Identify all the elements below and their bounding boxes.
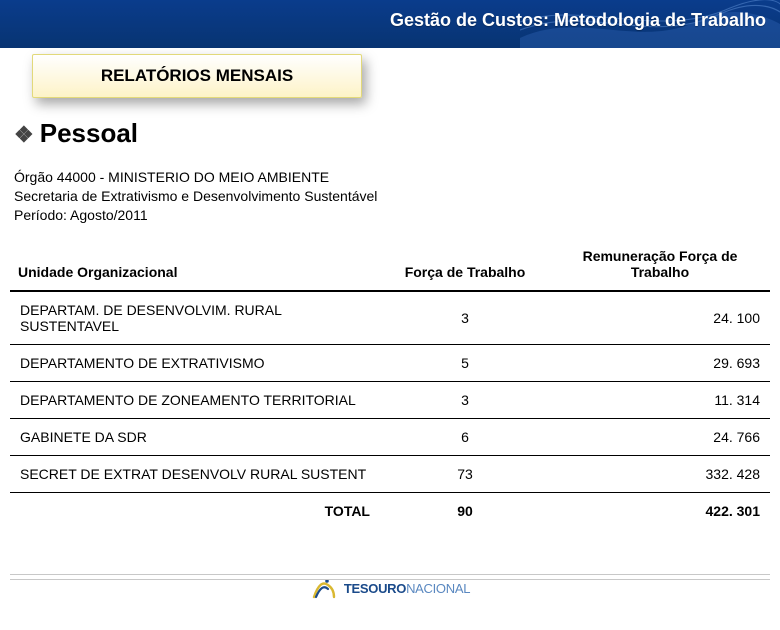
cell-forca: 3: [380, 382, 550, 419]
header-bar: Gestão de Custos: Metodologia de Trabalh…: [0, 0, 780, 48]
table-row: DEPARTAMENTO DE ZONEAMENTO TERRITORIAL31…: [10, 382, 770, 419]
meta-orgao: Órgão 44000 - MINISTERIO DO MEIO AMBIENT…: [14, 168, 377, 187]
cell-remuneracao: 24. 766: [550, 419, 770, 456]
footer-divider: [10, 574, 770, 575]
cell-total-label: TOTAL: [10, 493, 380, 530]
diamond-bullet-icon: ❖: [14, 122, 34, 147]
logo-text-prefix: TESOURO: [344, 581, 406, 596]
table-row: SECRET DE EXTRAT DESENVOLV RURAL SUSTENT…: [10, 456, 770, 493]
section-title-text: Pessoal: [40, 118, 138, 148]
table-header-row: Unidade Organizacional Força de Trabalho…: [10, 242, 770, 291]
cell-total-remuneracao: 422. 301: [550, 493, 770, 530]
table-row: DEPARTAMENTO DE EXTRATIVISMO529. 693: [10, 345, 770, 382]
reports-tab-label: RELATÓRIOS MENSAIS: [101, 66, 293, 86]
cell-unidade: DEPARTAM. DE DESENVOLVIM. RURAL SUSTENTA…: [10, 291, 380, 345]
cell-remuneracao: 29. 693: [550, 345, 770, 382]
cell-total-forca: 90: [380, 493, 550, 530]
cell-unidade: SECRET DE EXTRAT DESENVOLV RURAL SUSTENT: [10, 456, 380, 493]
report-meta: Órgão 44000 - MINISTERIO DO MEIO AMBIENT…: [14, 168, 377, 225]
logo-text-suffix: NACIONAL: [406, 581, 470, 596]
cell-unidade: GABINETE DA SDR: [10, 419, 380, 456]
table-row: DEPARTAM. DE DESENVOLVIM. RURAL SUSTENTA…: [10, 291, 770, 345]
footer: TESOURONACIONAL: [0, 574, 780, 630]
pessoal-table: Unidade Organizacional Força de Trabalho…: [10, 242, 770, 529]
cell-forca: 5: [380, 345, 550, 382]
cell-remuneracao: 24. 100: [550, 291, 770, 345]
col-header-unidade: Unidade Organizacional: [10, 242, 380, 291]
cell-unidade: DEPARTAMENTO DE ZONEAMENTO TERRITORIAL: [10, 382, 380, 419]
col-header-forca: Força de Trabalho: [380, 242, 550, 291]
cell-forca: 73: [380, 456, 550, 493]
tesouro-logo-icon: [310, 573, 338, 603]
section-heading: ❖Pessoal: [14, 118, 138, 149]
footer-logo-text: TESOURONACIONAL: [344, 581, 470, 596]
cell-unidade: DEPARTAMENTO DE EXTRATIVISMO: [10, 345, 380, 382]
cell-forca: 3: [380, 291, 550, 345]
page-title: Gestão de Custos: Metodologia de Trabalh…: [390, 10, 766, 31]
cell-forca: 6: [380, 419, 550, 456]
meta-periodo: Período: Agosto/2011: [14, 206, 377, 225]
cell-remuneracao: 332. 428: [550, 456, 770, 493]
footer-logo: TESOURONACIONAL: [310, 573, 470, 603]
reports-tab: RELATÓRIOS MENSAIS: [32, 54, 362, 98]
cell-remuneracao: 11. 314: [550, 382, 770, 419]
col-header-remuneracao: Remuneração Força de Trabalho: [550, 242, 770, 291]
table-total-row: TOTAL90422. 301: [10, 493, 770, 530]
table-row: GABINETE DA SDR624. 766: [10, 419, 770, 456]
meta-secretaria: Secretaria de Extrativismo e Desenvolvim…: [14, 187, 377, 206]
